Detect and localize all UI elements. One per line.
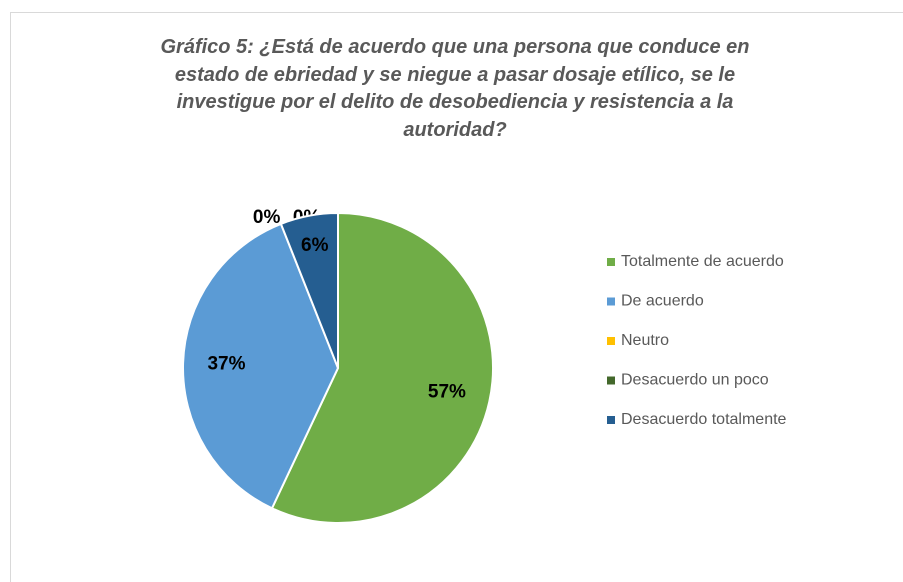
legend-label: Totalmente de acuerdo — [621, 253, 784, 270]
legend-label: De acuerdo — [621, 293, 704, 310]
pie-slice — [279, 211, 339, 369]
legend-label: Desacuerdo un poco — [621, 372, 769, 389]
data-label: 37% — [207, 354, 245, 375]
page: Gráfico 5: ¿Está de acuerdo que una pers… — [10, 12, 903, 582]
legend-label: Desacuerdo totalmente — [621, 411, 787, 428]
pie-slice — [182, 222, 340, 510]
legend-swatch — [607, 297, 615, 306]
legend-label: Neutro — [621, 332, 669, 349]
pie-slice — [270, 211, 494, 524]
legend-swatch — [607, 416, 615, 424]
legend-swatch — [607, 337, 615, 345]
chart-frame — [10, 12, 903, 582]
legend-swatch — [607, 376, 615, 385]
data-label: 6% — [301, 235, 329, 256]
chart-title: Gráfico 5: ¿Está de acuerdo que una pers… — [160, 36, 750, 141]
data-label: 0% — [253, 207, 281, 228]
legend-swatch — [607, 258, 615, 266]
data-label: 57% — [428, 381, 466, 402]
